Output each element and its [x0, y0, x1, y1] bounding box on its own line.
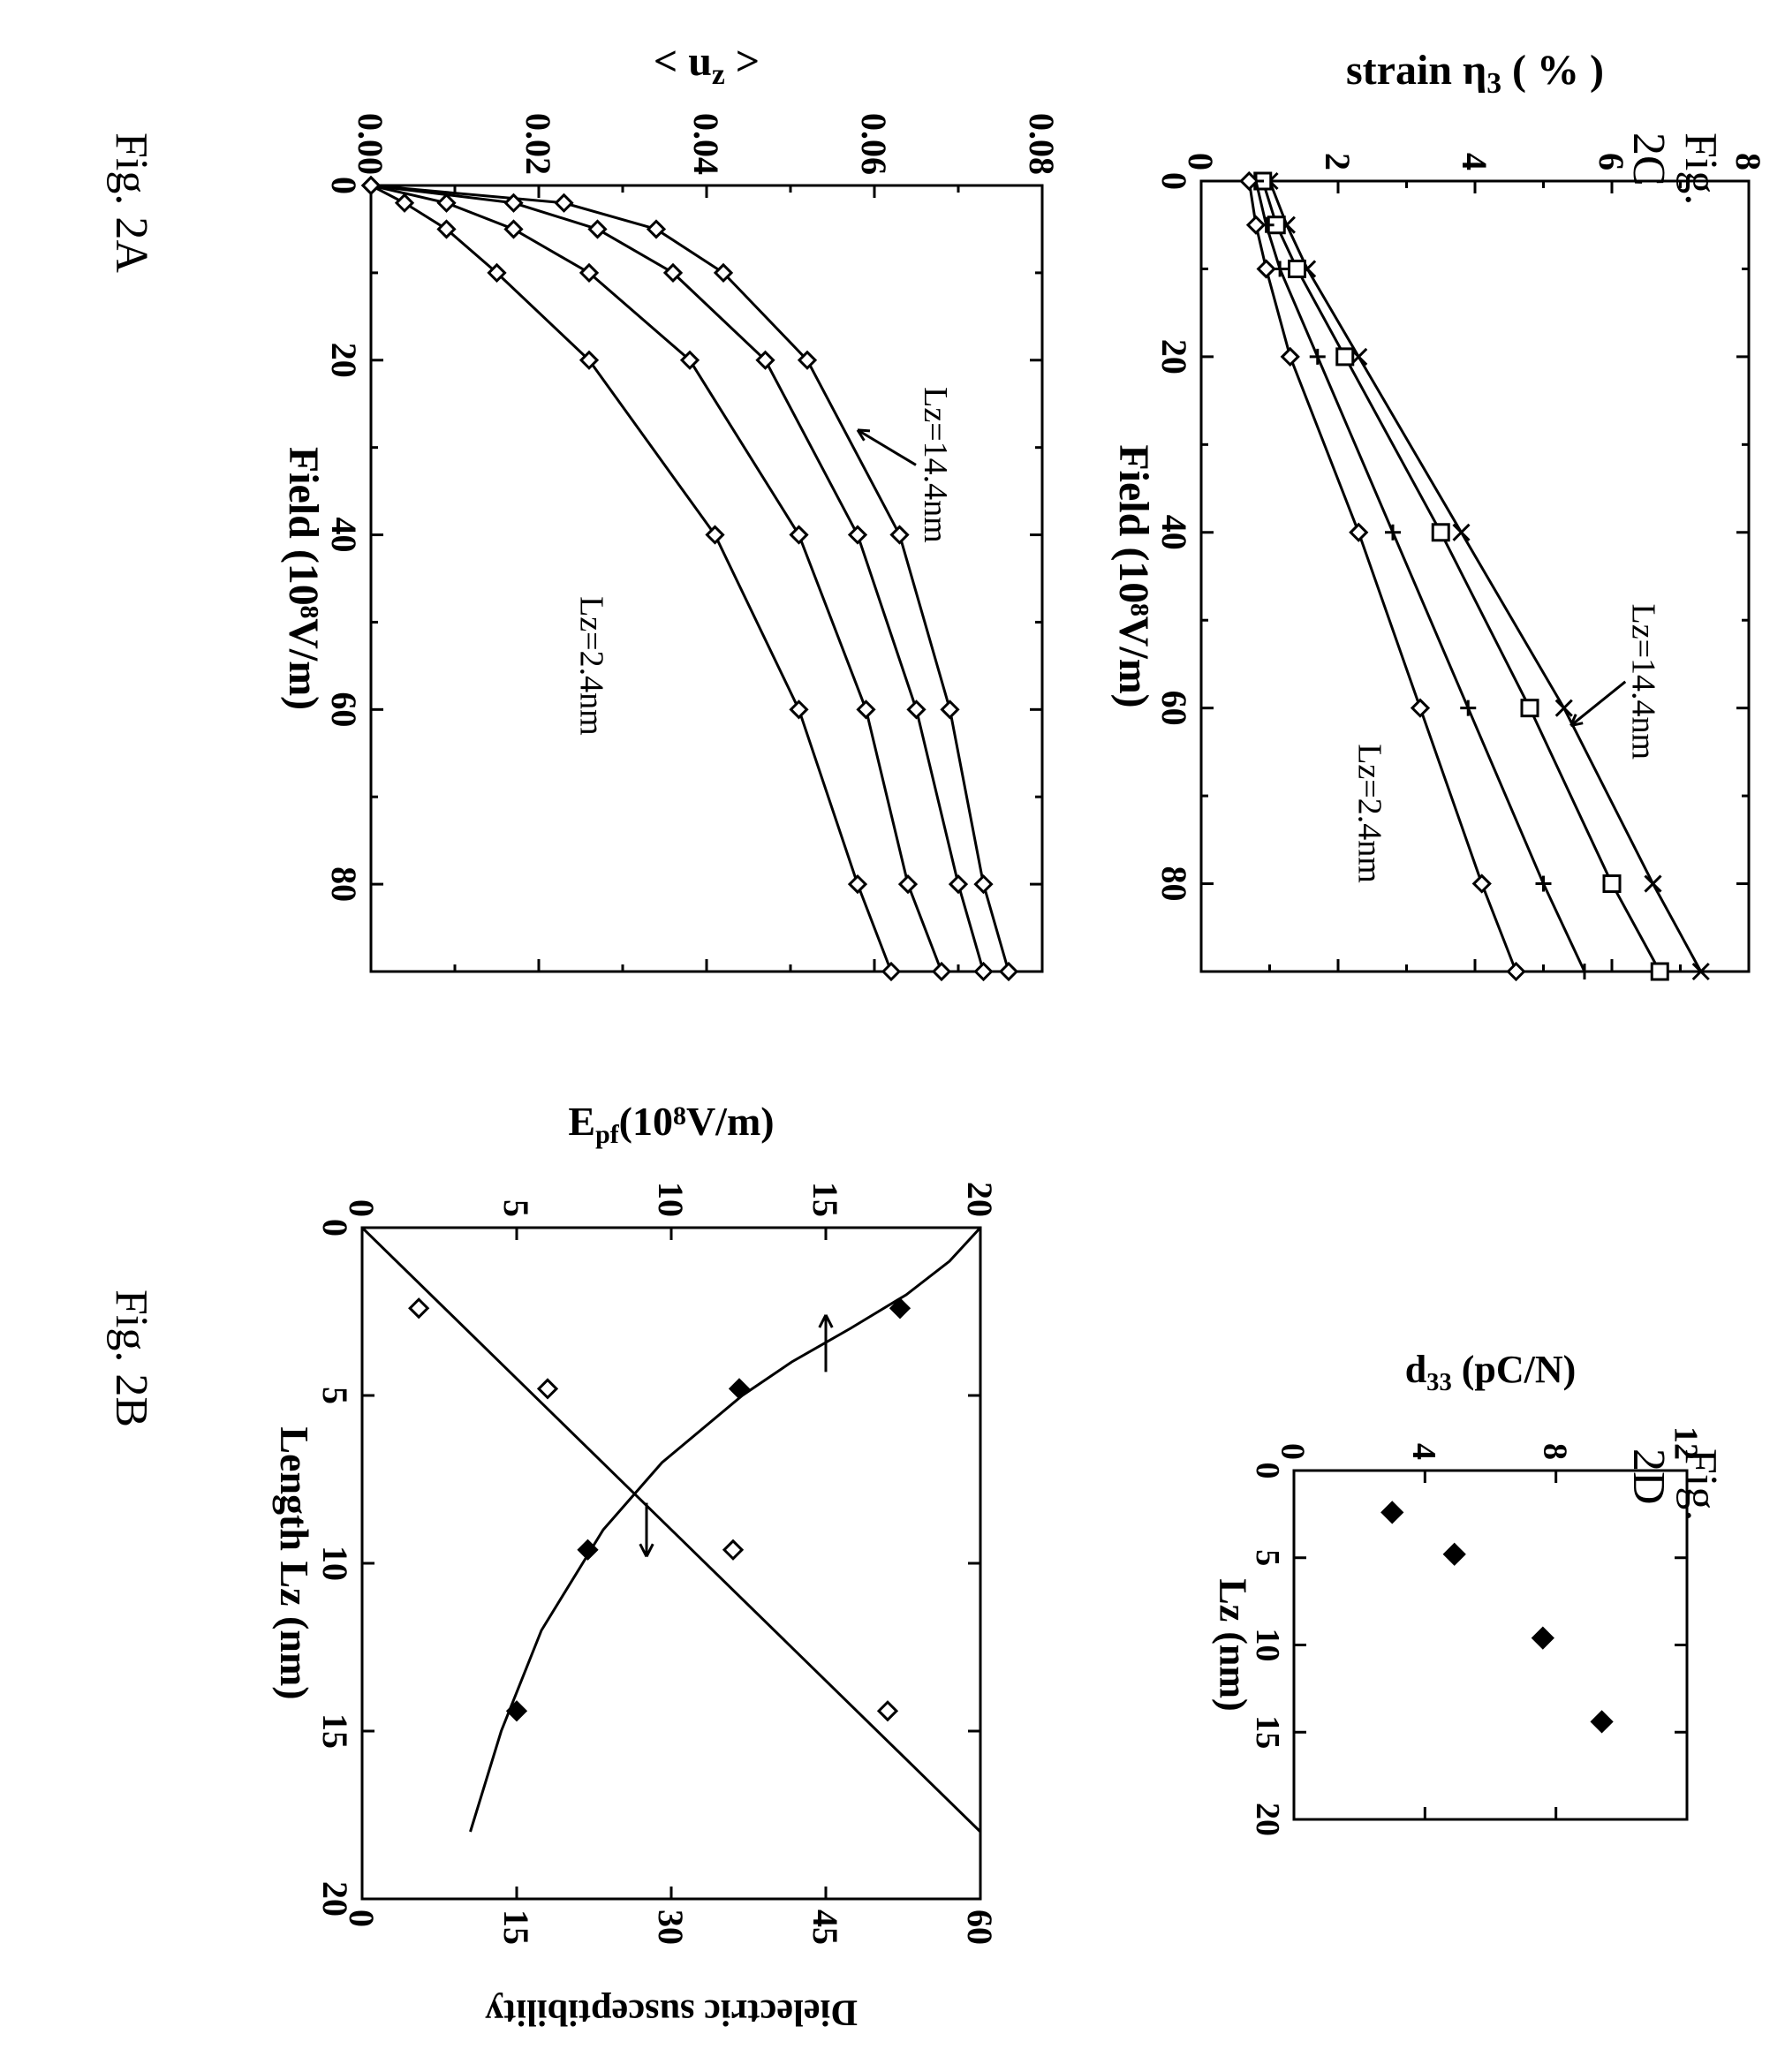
svg-text:0: 0 — [1249, 1463, 1286, 1479]
svg-text:20: 20 — [1154, 339, 1194, 374]
svg-text:60: 60 — [960, 1909, 1000, 1945]
svg-text:40: 40 — [1154, 515, 1194, 550]
svg-text:0: 0 — [1274, 1443, 1312, 1460]
svg-text:5: 5 — [1249, 1549, 1286, 1566]
svg-text:15: 15 — [315, 1713, 355, 1749]
svg-text:30: 30 — [651, 1909, 691, 1945]
svg-text:15: 15 — [1249, 1715, 1286, 1749]
svg-text:0: 0 — [342, 1199, 382, 1217]
svg-text:0: 0 — [342, 1909, 382, 1927]
svg-text:2: 2 — [1318, 153, 1358, 170]
svg-text:8: 8 — [1728, 153, 1766, 170]
svg-text:20: 20 — [324, 343, 364, 378]
svg-text:6: 6 — [1592, 153, 1631, 170]
svg-text:0.06: 0.06 — [854, 113, 894, 175]
svg-text:40: 40 — [324, 518, 364, 553]
svg-text:d33 (pC/N): d33 (pC/N) — [1405, 1351, 1577, 1396]
svg-text:Field (10⁸V/m): Field (10⁸V/m) — [1110, 444, 1157, 707]
svg-text:< uz >: < uz > — [654, 44, 760, 91]
svg-text:Dielectric susceptibility: Dielectric susceptibility — [485, 1992, 858, 2033]
svg-text:80: 80 — [1154, 866, 1194, 902]
svg-text:0.04: 0.04 — [686, 113, 726, 175]
svg-text:Epf(108V/m): Epf(108V/m) — [568, 1099, 774, 1149]
panel-fig2a: 0204060800.000.020.040.060.08Field (10⁸V… — [221, 44, 1069, 1007]
svg-text:20: 20 — [960, 1182, 1000, 1217]
svg-text:4: 4 — [1405, 1443, 1442, 1460]
svg-text:0.00: 0.00 — [351, 113, 390, 175]
svg-text:4: 4 — [1455, 153, 1494, 170]
svg-text:Field (10⁸V/m): Field (10⁸V/m) — [280, 447, 327, 710]
svg-text:8: 8 — [1536, 1443, 1573, 1460]
panel-fig2c: 0 20 40 60 80 0 2 4 6 8 Field (10⁸V/m) strain η3 ( … — [1042, 44, 1766, 1007]
svg-text:12: 12 — [1668, 1426, 1705, 1460]
svg-text:60: 60 — [1154, 691, 1194, 726]
svg-text:80: 80 — [324, 866, 364, 902]
svg-text:10: 10 — [651, 1182, 691, 1217]
fig-label-2b: Fig. 2B — [105, 1289, 157, 1427]
svg-text:Lz=14.4nm: Lz=14.4nm — [917, 387, 954, 543]
svg-text:10: 10 — [315, 1546, 355, 1581]
svg-text:Lz (nm): Lz (nm) — [1211, 1578, 1254, 1711]
svg-text:strain η3 ( % ): strain η3 ( % ) — [1346, 47, 1604, 100]
svg-text:Length Lz (nm): Length Lz (nm) — [272, 1426, 317, 1699]
svg-text:5: 5 — [315, 1387, 355, 1404]
panel-fig2b: 0510152005101520015304560Length Lz (nm)E… — [221, 1095, 1069, 2040]
svg-text:15: 15 — [806, 1182, 845, 1217]
svg-text:0: 0 — [1154, 172, 1194, 190]
fig-label-2a: Fig. 2A — [105, 132, 157, 273]
panel-fig2d: 0510152004812Lz (nm)d33 (pC/N) — [1157, 1351, 1705, 1846]
svg-text:0: 0 — [1181, 153, 1221, 170]
svg-text:0: 0 — [324, 177, 364, 194]
svg-text:0.02: 0.02 — [518, 113, 558, 175]
svg-text:Lz=2.4nm: Lz=2.4nm — [573, 596, 610, 736]
svg-text:20: 20 — [1249, 1803, 1286, 1836]
svg-text:Lz=14.4nm: Lz=14.4nm — [1624, 604, 1661, 760]
svg-text:0: 0 — [315, 1219, 355, 1236]
svg-text:15: 15 — [496, 1909, 536, 1945]
svg-text:60: 60 — [324, 692, 364, 727]
svg-text:45: 45 — [806, 1909, 845, 1945]
svg-text:5: 5 — [496, 1199, 536, 1217]
svg-text:Lz=2.4nm: Lz=2.4nm — [1350, 744, 1388, 883]
